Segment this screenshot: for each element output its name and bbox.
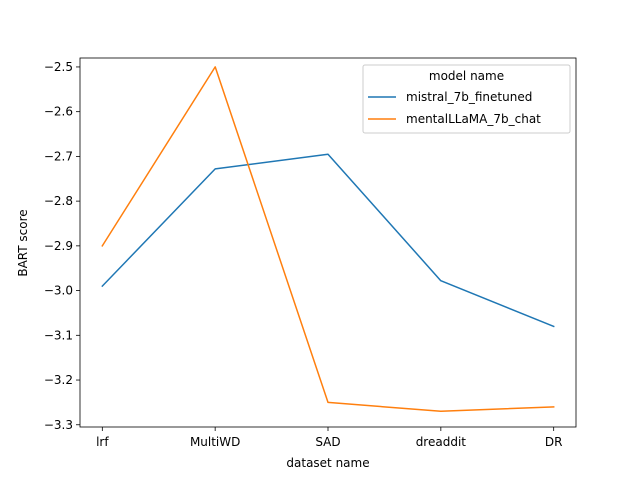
- x-tick-label: DR: [545, 435, 563, 449]
- x-tick-label: SAD: [315, 435, 340, 449]
- y-tick-label: −3.2: [44, 373, 73, 387]
- plot-area: −2.5 −2.6 −2.7 −2.8 −2.9 −3.0 −3.1 −3.2 −3.3 lrf M…: [44, 57, 577, 449]
- y-tick-label: −2.6: [44, 105, 73, 119]
- legend-entry-0: mistral_7b_finetuned: [406, 90, 532, 104]
- legend-box: [362, 64, 571, 134]
- axes-frame: [79, 57, 577, 428]
- y-axis-label: BART score: [16, 209, 30, 276]
- legend: model name mistral_7b_finetuned mentalLLaM…: [362, 64, 571, 134]
- series-line-1: [101, 66, 555, 413]
- y-tick-label: −2.8: [44, 194, 73, 208]
- y-tick-label: −3.1: [44, 328, 73, 342]
- x-tick-label: MultiWD: [190, 435, 240, 449]
- x-tick-label: lrf: [96, 435, 109, 449]
- legend-title: model name: [429, 69, 504, 83]
- y-tick-label: −2.9: [44, 239, 73, 253]
- legend-entry-1: mentalLLaMA_7b_chat: [406, 112, 541, 126]
- y-tick-label: −2.7: [44, 149, 73, 163]
- y-tick-label: −3.3: [44, 418, 73, 432]
- x-axis-label: dataset name: [286, 456, 369, 470]
- y-tick-label: −3.0: [44, 284, 73, 298]
- series-line-0: [101, 153, 555, 328]
- x-tick-label: dreaddit: [416, 435, 467, 449]
- y-tick-label: −2.5: [44, 60, 73, 74]
